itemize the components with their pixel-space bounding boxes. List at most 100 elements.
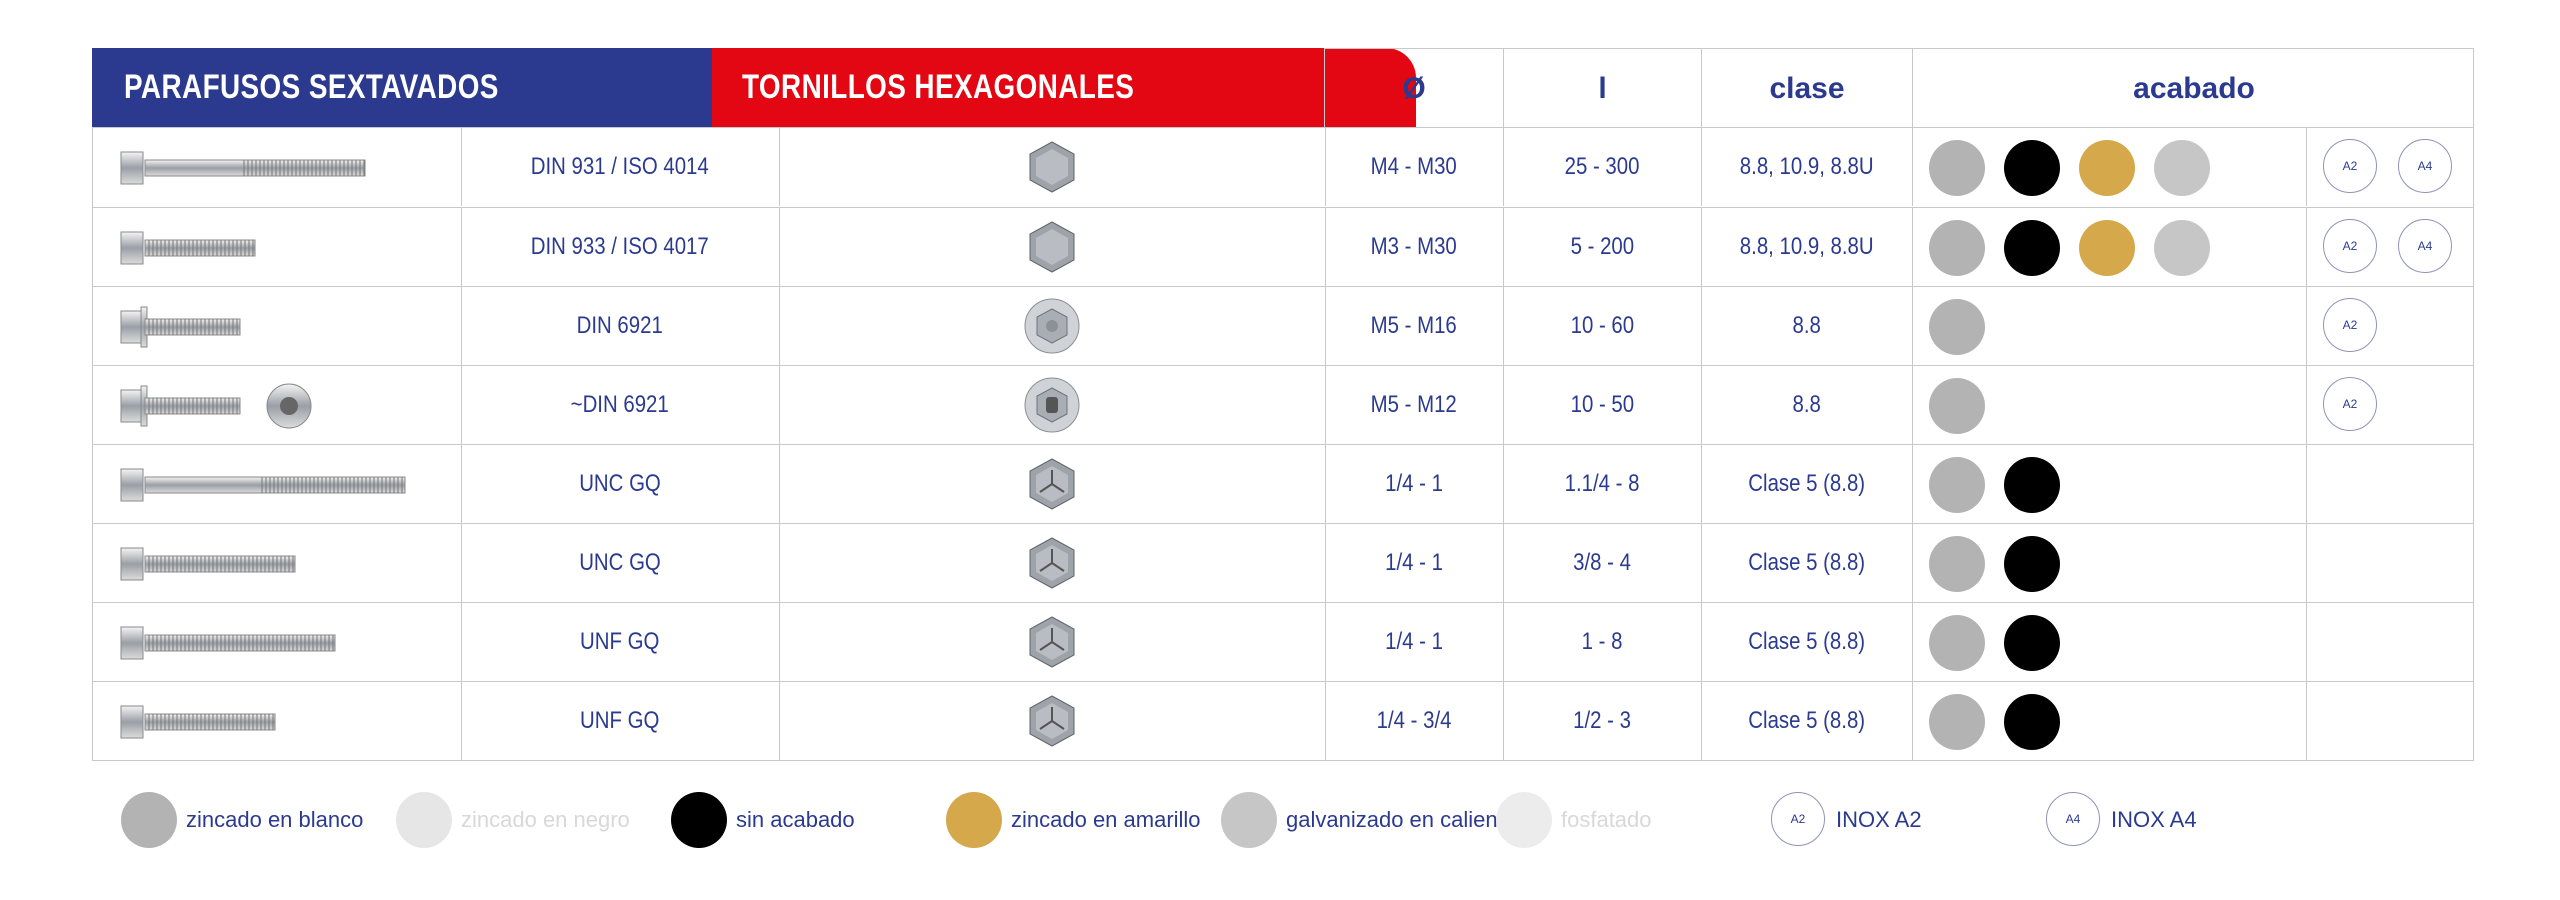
class-cell-text: 8.8, 10.9, 8.8U (1739, 233, 1874, 260)
finish-swatch-zinc-white (1929, 220, 1985, 276)
bolt-head-icon (1024, 298, 1080, 354)
legend-swatch-zinc-white (121, 792, 177, 848)
inox-badge-a4: A4 (2398, 219, 2452, 273)
class-cell-text: 8.8 (1792, 391, 1821, 418)
column-divider (1325, 287, 1326, 365)
length-cell-text: 25 - 300 (1564, 153, 1640, 180)
class-cell-text: 8.8 (1792, 312, 1821, 339)
bolt-image-cell (93, 287, 461, 365)
bolt-head-cell (779, 524, 1325, 602)
inox-badge-a2: A2 (2323, 139, 2377, 193)
bolt-head-icon (1029, 221, 1075, 273)
column-divider (461, 287, 462, 365)
bolt-image (120, 705, 276, 739)
column-divider (1503, 208, 1504, 286)
bolt-head-icon (1024, 377, 1080, 433)
diameter-cell-text: 1/4 - 1 (1385, 549, 1443, 576)
finish-swatch-no-finish (2004, 457, 2060, 513)
legend-label-phosphated: fosfatado (1561, 807, 1652, 832)
norm-cell-text: ~DIN 6921 (570, 391, 670, 418)
length-cell: 1.1/4 - 8 (1503, 445, 1701, 523)
column-divider (1912, 287, 1913, 365)
inox-badge-a2: A2 (2323, 298, 2377, 352)
column-divider (1701, 366, 1702, 444)
column-divider (1503, 445, 1504, 523)
diameter-cell: M4 - M30 (1325, 128, 1503, 206)
diameter-cell-text: 1/4 - 1 (1385, 470, 1443, 497)
column-divider (2306, 208, 2307, 286)
finish-swatch-zinc-white (1929, 615, 1985, 671)
column-divider (1503, 524, 1504, 602)
diameter-cell: 1/4 - 1 (1325, 445, 1503, 523)
bolt-image-cell (93, 208, 461, 286)
legend-badge-inox-a4: A4 (2046, 792, 2100, 846)
finish-swatch-hot-galvanized (2154, 140, 2210, 196)
legend-label-hot-galvanized: galvanizado en caliente (1286, 807, 1516, 832)
class-cell: 8.8 (1701, 287, 1912, 365)
class-cell: Clase 5 (8.8) (1701, 524, 1912, 602)
length-cell-text: 3/8 - 4 (1573, 549, 1631, 576)
legend-label-zinc-black: zincado en negro (461, 807, 630, 832)
norm-cell: UNC GQ (461, 445, 779, 523)
finish-swatch-zinc-yellow (2079, 140, 2135, 196)
bolt-head-cell (779, 128, 1325, 206)
bolt-image (120, 231, 256, 265)
header-title-right: TORNILLOS HEXAGONALES (742, 68, 1135, 106)
length-cell-text: 1 - 8 (1581, 628, 1623, 655)
inox-badge-a2: A2 (2323, 377, 2377, 431)
diameter-cell: 1/4 - 3/4 (1325, 682, 1503, 760)
table-header: PARAFUSOS SEXTAVADOS TORNILLOS HEXAGONAL… (92, 48, 2474, 128)
class-cell: Clase 5 (8.8) (1701, 682, 1912, 760)
column-divider (1503, 682, 1504, 760)
column-divider (1701, 287, 1702, 365)
finish-swatch-zinc-white (1929, 694, 1985, 750)
length-cell-text: 1/2 - 3 (1573, 707, 1631, 734)
length-cell-text: 1.1/4 - 8 (1564, 470, 1640, 497)
diameter-cell-text: 1/4 - 3/4 (1376, 707, 1452, 734)
diameter-cell-text: M5 - M16 (1370, 312, 1458, 339)
class-cell-text: Clase 5 (8.8) (1748, 470, 1865, 497)
column-divider (2306, 287, 2307, 365)
legend-badge-inox-a2: A2 (1771, 792, 1825, 846)
diameter-cell-text: M5 - M12 (1370, 391, 1458, 418)
column-divider (1325, 682, 1326, 760)
column-divider (461, 445, 462, 523)
length-cell: 10 - 60 (1503, 287, 1701, 365)
col-header-diameter: Ø (1402, 72, 1426, 105)
table-row: ~DIN 6921 M5 - M12 10 - 50 8.8 A2 (93, 365, 2473, 444)
length-cell: 1/2 - 3 (1503, 682, 1701, 760)
bolt-head-cell (779, 682, 1325, 760)
header-red-band (712, 48, 1416, 127)
table-row: DIN 6921 M5 - M16 10 - 60 8.8 A2 (93, 286, 2473, 365)
column-divider (779, 603, 780, 681)
bolt-head-icon (1029, 695, 1075, 747)
column-divider (779, 287, 780, 365)
product-table: PARAFUSOS SEXTAVADOS TORNILLOS HEXAGONAL… (92, 48, 2474, 761)
finish-legend: zincado en blanco zincado en negro sin a… (0, 790, 2560, 850)
norm-cell: DIN 933 / ISO 4017 (461, 208, 779, 286)
finish-swatch-no-finish (2004, 140, 2060, 196)
norm-cell-text: UNF GQ (580, 628, 660, 655)
column-divider (1912, 445, 1913, 523)
diameter-cell: M5 - M12 (1325, 366, 1503, 444)
length-cell-text: 5 - 200 (1570, 233, 1634, 260)
diameter-cell-text: M3 - M30 (1370, 233, 1458, 260)
length-cell: 5 - 200 (1503, 208, 1701, 286)
table-row: UNF GQ 1/4 - 1 1 - 8 Clase 5 (8.8) (93, 602, 2473, 681)
header-blue-band (92, 48, 712, 127)
column-divider (2306, 524, 2307, 602)
finish-swatch-zinc-white (1929, 140, 1985, 196)
finish-swatch-zinc-yellow (2079, 220, 2135, 276)
class-cell: Clase 5 (8.8) (1701, 603, 1912, 681)
norm-cell: UNF GQ (461, 682, 779, 760)
finish-swatch-zinc-white (1929, 457, 1985, 513)
column-divider (1325, 445, 1326, 523)
bolt-image (120, 383, 312, 429)
norm-cell-text: DIN 933 / ISO 4017 (530, 233, 710, 260)
finish-swatch-no-finish (2004, 615, 2060, 671)
diameter-cell: 1/4 - 1 (1325, 603, 1503, 681)
column-divider (1912, 682, 1913, 760)
column-divider (779, 128, 780, 206)
col-header-length: l (1503, 49, 1701, 128)
length-cell: 10 - 50 (1503, 366, 1701, 444)
